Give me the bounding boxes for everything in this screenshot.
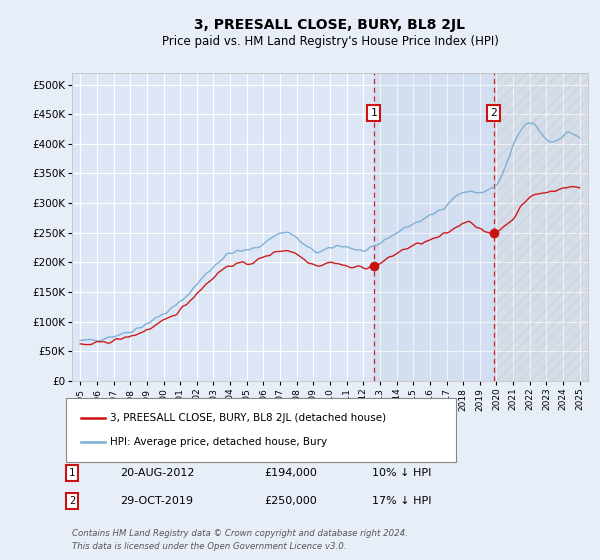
Text: £250,000: £250,000 xyxy=(264,496,317,506)
Text: 3, PREESALL CLOSE, BURY, BL8 2JL (detached house): 3, PREESALL CLOSE, BURY, BL8 2JL (detach… xyxy=(110,413,386,423)
Text: £194,000: £194,000 xyxy=(264,468,317,478)
Text: 1: 1 xyxy=(69,468,75,478)
Text: 1: 1 xyxy=(370,108,377,118)
Text: 20-AUG-2012: 20-AUG-2012 xyxy=(120,468,194,478)
Text: Price paid vs. HM Land Registry's House Price Index (HPI): Price paid vs. HM Land Registry's House … xyxy=(161,35,499,49)
Bar xyxy=(494,73,588,381)
Text: 10% ↓ HPI: 10% ↓ HPI xyxy=(372,468,431,478)
Text: HPI: Average price, detached house, Bury: HPI: Average price, detached house, Bury xyxy=(110,436,327,446)
Text: 2: 2 xyxy=(69,496,75,506)
Bar xyxy=(374,73,494,381)
Text: 29-OCT-2019: 29-OCT-2019 xyxy=(120,496,193,506)
Text: Contains HM Land Registry data © Crown copyright and database right 2024.
This d: Contains HM Land Registry data © Crown c… xyxy=(72,529,408,550)
Text: 17% ↓ HPI: 17% ↓ HPI xyxy=(372,496,431,506)
Text: 3, PREESALL CLOSE, BURY, BL8 2JL: 3, PREESALL CLOSE, BURY, BL8 2JL xyxy=(194,18,466,32)
Text: 2: 2 xyxy=(490,108,497,118)
